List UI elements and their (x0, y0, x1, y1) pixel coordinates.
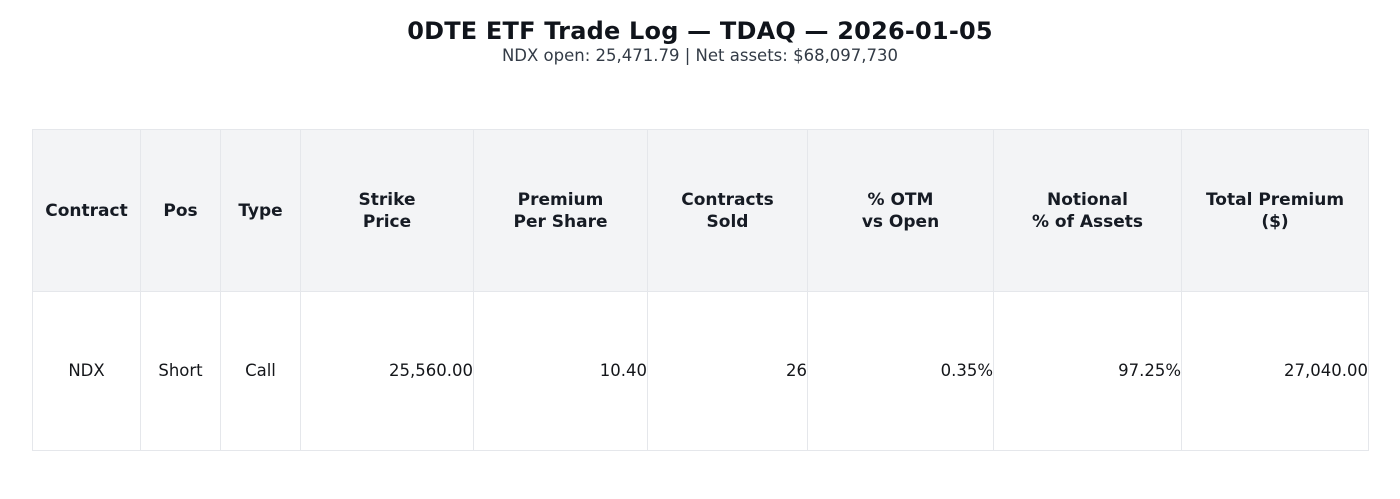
column-header-total-premium: Total Premium ($) (1181, 129, 1369, 292)
cell-pos: Short (140, 291, 221, 451)
column-header-notional-pct-of-assets: Notional % of Assets (993, 129, 1182, 292)
column-header-pos: Pos (140, 129, 221, 292)
page-header: 0DTE ETF Trade Log — TDAQ — 2026-01-05 N… (0, 0, 1400, 66)
page-title: 0DTE ETF Trade Log — TDAQ — 2026-01-05 (407, 17, 993, 45)
page-subtitle: NDX open: 25,471.79 | Net assets: $68,09… (501, 45, 899, 65)
cell-contract: NDX (32, 291, 141, 451)
cell-premium-per-share: 10.40 (473, 291, 648, 451)
column-header-strike-price: Strike Price (300, 129, 474, 292)
table-row: NDX Short Call 25,560.00 10.40 26 0.35% … (32, 291, 1369, 451)
column-header-premium-per-share: Premium Per Share (473, 129, 648, 292)
table-header-row: Contract Pos Type Strike Price Premium P… (32, 129, 1369, 292)
column-header-pct-otm-vs-open: % OTM vs Open (807, 129, 994, 292)
trade-log-table: Contract Pos Type Strike Price Premium P… (32, 129, 1369, 451)
cell-pct-otm-vs-open: 0.35% (807, 291, 994, 451)
cell-total-premium: 27,040.00 (1181, 291, 1369, 451)
cell-strike-price: 25,560.00 (300, 291, 474, 451)
cell-contracts-sold: 26 (647, 291, 808, 451)
trade-log-table-container: Contract Pos Type Strike Price Premium P… (32, 129, 1369, 451)
cell-type: Call (220, 291, 301, 451)
cell-notional-pct-of-assets: 97.25% (993, 291, 1182, 451)
column-header-type: Type (220, 129, 301, 292)
column-header-contract: Contract (32, 129, 141, 292)
column-header-contracts-sold: Contracts Sold (647, 129, 808, 292)
